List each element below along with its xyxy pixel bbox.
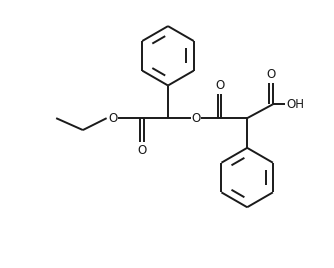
Text: O: O (191, 112, 200, 125)
Text: OH: OH (287, 98, 305, 111)
Text: O: O (267, 68, 276, 81)
Text: O: O (215, 79, 224, 92)
Text: O: O (137, 144, 146, 157)
Text: O: O (108, 112, 117, 125)
